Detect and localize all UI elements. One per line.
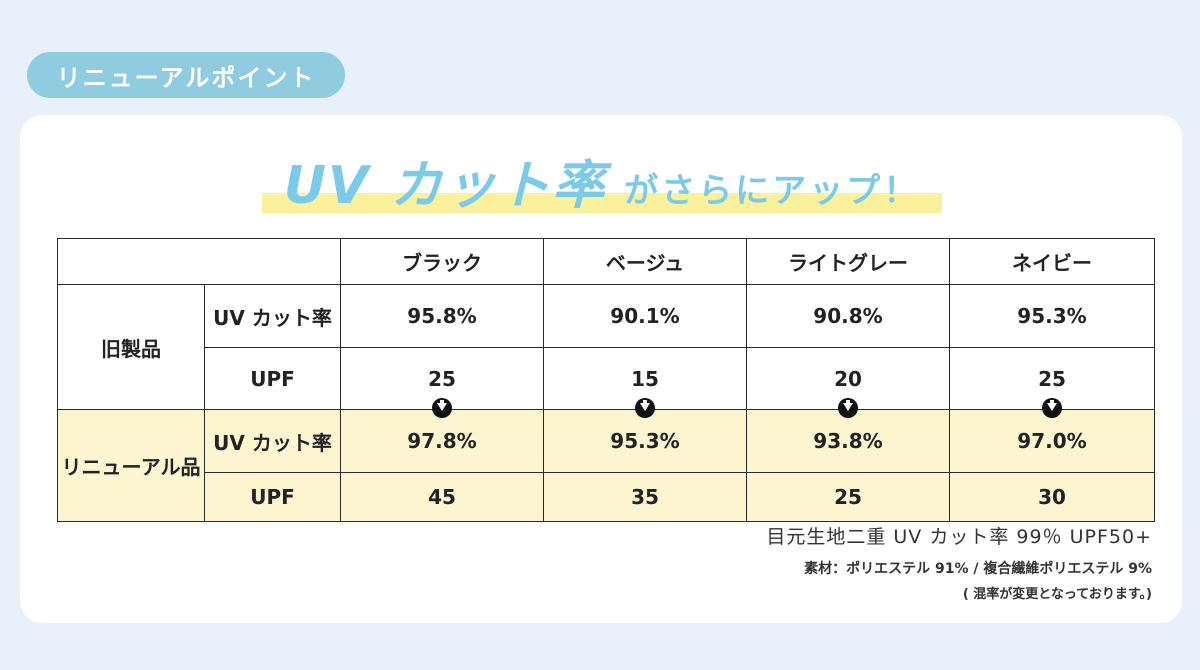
uv-note: 目元生地二重 UV カット率 99％ UPF50+: [766, 526, 1152, 548]
comparison-table: ブラック ベージュ ライトグレー ネイビー 旧製品 UV カット率 95.8% …: [57, 238, 1155, 522]
headline-highlight: [262, 193, 942, 213]
table-cell: 97.8%: [340, 409, 544, 473]
table-cell: 30: [949, 472, 1155, 522]
table-cell: 95.3%: [543, 409, 747, 473]
row-label: UPF: [204, 347, 341, 410]
headline-sub: がさらにアップ！: [624, 171, 921, 211]
color-header-navy: ネイビー: [949, 238, 1155, 285]
row-label: UV カット率: [204, 284, 341, 348]
down-arrow-circle-icon: [432, 398, 452, 418]
header-empty-cell: [57, 238, 341, 285]
headline-main: UV カット率: [283, 156, 607, 216]
down-arrow-circle-icon: [1042, 398, 1062, 418]
down-arrow-circle-icon: [635, 398, 655, 418]
section-badge: リニューアルポイント: [27, 52, 345, 98]
blend-note: ( 混率が変更となっております。): [962, 587, 1152, 602]
down-arrow-circle-icon: [838, 398, 858, 418]
table-row: リニューアル品 UV カット率 97.8% 95.3% 93.8% 97.0%: [57, 409, 1155, 522]
material-note: 素材：ポリエステル 91% / 複合繊維ポリエステル 9%: [804, 561, 1152, 577]
table-cell: 93.8%: [746, 409, 950, 473]
table-row: 旧製品 UV カット率 95.8% 90.1% 90.8% 95.3%: [57, 284, 1155, 410]
table-cell: 95.8%: [340, 284, 544, 348]
table-cell: 97.0%: [949, 409, 1155, 473]
renewal-product-label: リニューアル品: [57, 409, 205, 522]
color-header-black: ブラック: [340, 238, 544, 285]
table-header-row: ブラック ベージュ ライトグレー ネイビー: [57, 238, 1155, 285]
color-header-lightgray: ライトグレー: [746, 238, 950, 285]
table-cell: 95.3%: [949, 284, 1155, 348]
table-cell: 90.1%: [543, 284, 747, 348]
table-cell: 45: [340, 472, 544, 522]
table-cell: 35: [543, 472, 747, 522]
table-row: UPF 45 35 25 30: [58, 472, 1155, 522]
headline: UV カット率 がさらにアップ！: [262, 145, 942, 217]
table-row: UPF 25 15 20 25: [58, 347, 1155, 410]
row-label: UV カット率: [204, 409, 341, 473]
table-cell: 90.8%: [746, 284, 950, 348]
table-cell: 25: [746, 472, 950, 522]
row-label: UPF: [204, 472, 341, 522]
color-header-beige: ベージュ: [543, 238, 747, 285]
old-product-label: 旧製品: [57, 284, 205, 410]
